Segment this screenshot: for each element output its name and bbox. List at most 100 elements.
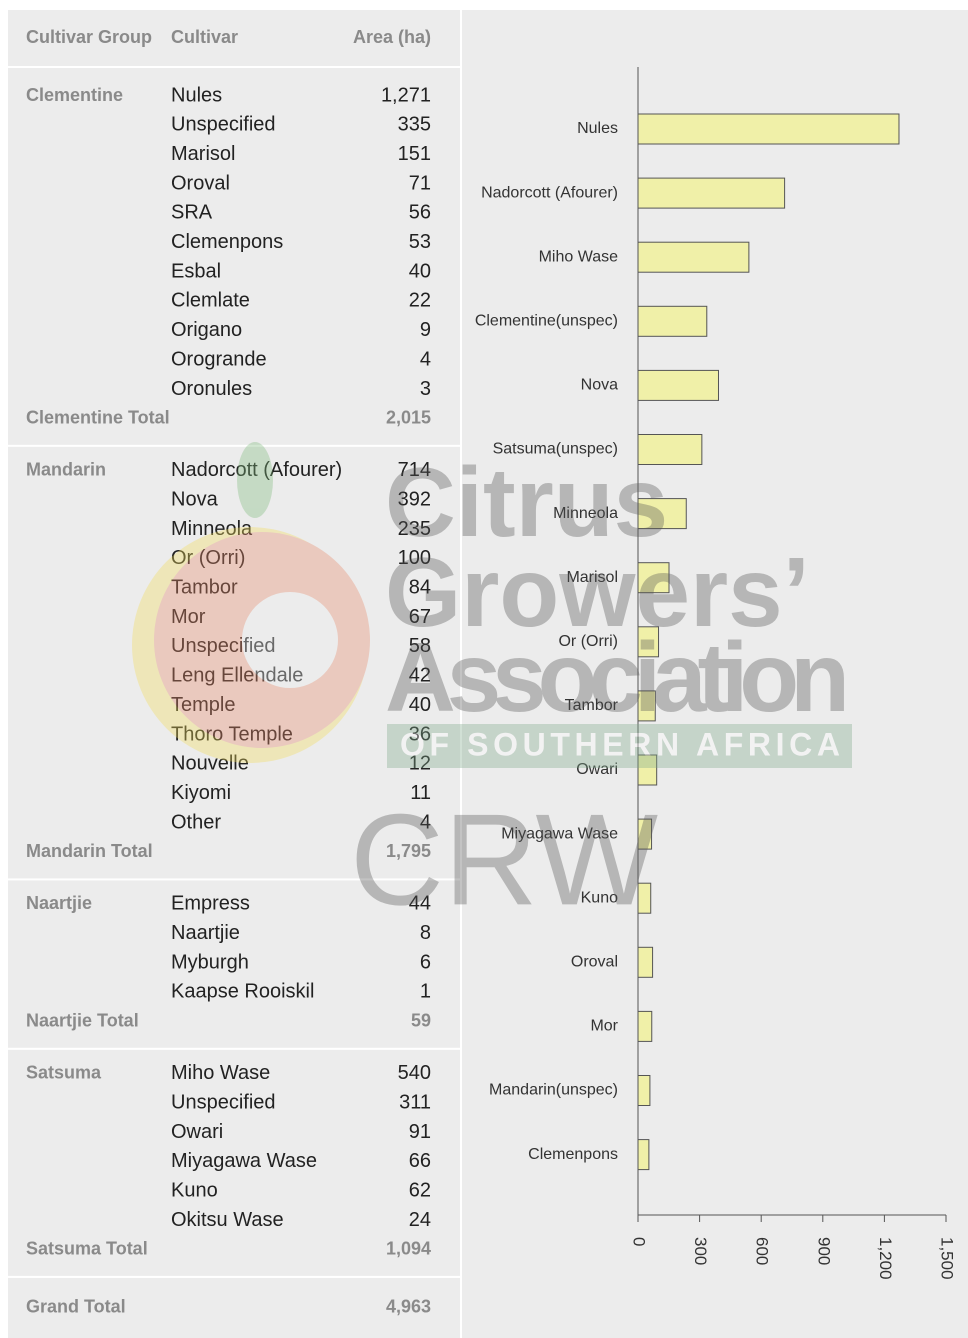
x-tick-label: 900 [814,1237,833,1265]
y-tick-label: Kuno [581,889,618,906]
area: 335 [398,114,431,136]
area: 714 [398,459,431,481]
x-tick-label: 1,500 [938,1237,957,1280]
area: 36 [409,723,431,745]
separator [8,1047,460,1050]
cultivar: Origano [171,319,242,341]
logo-leaf [237,442,273,518]
cultivar: Myburgh [171,951,249,973]
bar [637,1139,650,1171]
column-header: Cultivar [171,27,238,47]
group-total-label: Satsuma Total [26,1239,148,1259]
y-tick-label: Mandarin(unspec) [489,1082,618,1099]
y-tick-label: Nadorcott (Afourer) [481,184,618,201]
bar [637,113,900,145]
separator [8,444,460,447]
bar [637,754,658,786]
bar [637,498,687,530]
area: 22 [409,290,431,312]
cultivar: Kaapse Rooiskil [171,981,314,1003]
chart-panel [462,10,968,1338]
logo-shape [154,532,370,748]
bar [637,626,660,658]
area: 44 [409,893,431,915]
area: 392 [398,488,431,510]
cultivar: Nules [171,84,222,106]
bar [637,1075,651,1106]
area: 100 [398,547,431,569]
area: 9 [420,319,431,341]
y-tick-label: Nova [581,377,618,394]
cultivar: Oroval [171,172,230,194]
y-tick-label: Marisol [566,569,618,586]
group-name: Clementine [26,85,123,105]
area: 91 [409,1121,431,1143]
bar [637,434,703,465]
area: 235 [398,518,431,540]
area: 67 [409,606,431,628]
cultivar: Temple [171,694,235,716]
cultivar: Oronules [171,378,252,400]
group-total-label: Mandarin Total [26,841,153,861]
cultivar: Or (Orri) [171,547,245,569]
area: 8 [420,922,431,944]
group-total: 2,015 [386,408,431,428]
watermark: Citrus Growers’ Association OF SOUTHERN … [132,442,852,932]
cultivar: Thoro Temple [171,723,293,745]
cultivar: Esbal [171,260,221,282]
area: 12 [409,753,431,775]
area: 42 [409,665,431,687]
cultivar: SRA [171,202,213,224]
group-total: 1,094 [386,1239,431,1259]
group-total: 59 [411,1011,431,1031]
group-total-label: Clementine Total [26,408,170,428]
area: 4 [420,811,431,833]
table-panel [8,10,460,1338]
watermark-mark: CRW [350,786,658,932]
cultivar: Naartjie [171,922,240,944]
group-total-label: Naartjie Total [26,1011,139,1031]
cultivar: Empress [171,893,250,915]
separator [8,66,460,68]
bar [637,882,652,914]
area: 6 [420,951,431,973]
y-tick-label: Clemenpons [528,1146,618,1163]
cultivar: Leng Ellendale [171,665,303,687]
bar [637,369,719,401]
area: 62 [409,1179,431,1201]
area: 311 [399,1091,431,1113]
area: 1 [420,981,431,1003]
group-name: Mandarin [26,460,106,480]
group-total: 1,795 [386,841,431,861]
area: 56 [409,202,431,224]
column-header: Area (ha) [353,27,431,47]
y-tick-label: Owari [576,761,618,778]
watermark-text: Citrus [385,447,668,557]
bar [637,818,653,850]
area: 3 [420,378,431,400]
cultivar: Clemlate [171,290,250,312]
area: 58 [409,635,431,657]
y-tick-label: Miho Wase [539,248,619,265]
group-name: Naartjie [26,893,92,913]
column-header: Cultivar Group [26,27,152,47]
y-tick-label: Nules [577,120,618,137]
cultivar: Other [171,811,221,833]
cultivar: Owari [171,1121,223,1143]
area: 24 [409,1209,431,1231]
area: 11 [410,782,431,804]
x-tick-label: 1,200 [876,1237,895,1280]
area: 40 [409,260,431,282]
x-tick-label: 600 [753,1237,772,1265]
area: 84 [409,577,431,599]
y-tick-label: Clementine(unspec) [475,313,618,330]
y-tick-label: Tambor [565,697,619,714]
area: 71 [409,172,431,194]
bar [637,946,654,978]
watermark-text: Association [385,622,850,732]
cultivar: Kiyomi [171,782,231,804]
y-tick-label: Miyagawa Wase [501,825,618,842]
y-tick-label: Satsuma(unspec) [493,441,618,458]
logo-shape [242,592,338,688]
